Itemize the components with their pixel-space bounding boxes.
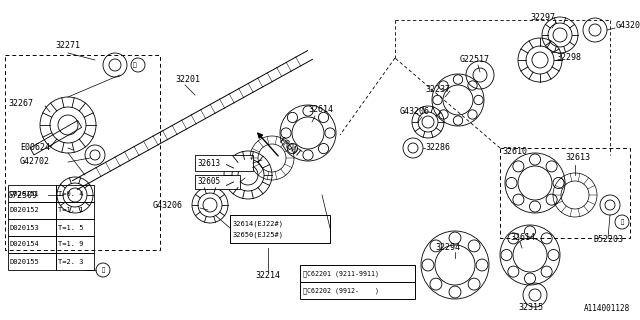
Circle shape <box>615 215 629 229</box>
Text: A114001128: A114001128 <box>584 304 630 313</box>
Text: 32613: 32613 <box>565 154 590 163</box>
Bar <box>195 175 240 189</box>
Text: ①C62201 (9211-9911): ①C62201 (9211-9911) <box>303 271 379 277</box>
Text: 32614(EJ22#): 32614(EJ22#) <box>233 221 284 227</box>
Text: 32610: 32610 <box>502 148 527 156</box>
Bar <box>230 215 330 243</box>
Text: 32614: 32614 <box>308 106 333 115</box>
Text: G22517: G22517 <box>460 55 490 65</box>
Bar <box>56 253 94 270</box>
Bar <box>8 253 56 270</box>
Text: 32297: 32297 <box>530 13 555 22</box>
Text: 32214: 32214 <box>255 270 280 279</box>
Text: 32650(EJ25#): 32650(EJ25#) <box>233 232 284 238</box>
Text: 32286: 32286 <box>425 143 450 153</box>
Text: 32605: 32605 <box>197 178 220 187</box>
Text: G72509: G72509 <box>8 190 38 199</box>
Text: T=1. 1: T=1. 1 <box>58 207 83 213</box>
Text: FRONT: FRONT <box>277 137 302 159</box>
Text: G43206: G43206 <box>616 20 640 29</box>
Bar <box>5 55 160 250</box>
Circle shape <box>96 263 110 277</box>
Text: G43206: G43206 <box>400 108 430 116</box>
Bar <box>30 121 82 155</box>
Bar <box>56 219 94 236</box>
Text: 32298: 32298 <box>556 53 581 62</box>
Text: D020152: D020152 <box>10 207 40 213</box>
Bar <box>195 155 253 171</box>
Text: D020151: D020151 <box>10 190 40 196</box>
Text: D020154: D020154 <box>10 242 40 247</box>
Text: 32201: 32201 <box>175 76 200 84</box>
Text: 32614: 32614 <box>510 234 535 243</box>
Text: 32613: 32613 <box>197 158 220 167</box>
Text: ②C62202 (9912-    ): ②C62202 (9912- ) <box>303 288 379 294</box>
Bar <box>56 236 94 253</box>
Text: ②: ② <box>620 219 623 225</box>
Text: T=0. 4: T=0. 4 <box>58 190 83 196</box>
Bar <box>8 202 56 219</box>
Bar <box>56 185 94 202</box>
Bar <box>500 148 630 238</box>
Text: ①: ① <box>101 267 104 273</box>
Text: D020153: D020153 <box>10 225 40 230</box>
Text: G42702: G42702 <box>20 157 50 166</box>
Text: 32271: 32271 <box>56 42 81 51</box>
Bar <box>300 265 415 282</box>
Text: D020155: D020155 <box>10 259 40 265</box>
Text: G43206: G43206 <box>153 201 183 210</box>
Text: D52203: D52203 <box>593 236 623 244</box>
Text: T=1. 5: T=1. 5 <box>58 225 83 230</box>
Bar <box>56 202 94 219</box>
Text: ①: ① <box>133 62 137 68</box>
Text: 32237: 32237 <box>425 85 450 94</box>
Bar <box>300 282 415 299</box>
Text: 32267: 32267 <box>8 99 33 108</box>
Text: E00624: E00624 <box>20 143 50 153</box>
Text: 32315: 32315 <box>518 303 543 313</box>
Bar <box>8 236 56 253</box>
Bar <box>8 185 56 202</box>
Text: T=2. 3: T=2. 3 <box>58 259 83 265</box>
Bar <box>8 219 56 236</box>
Text: T=1. 9: T=1. 9 <box>58 242 83 247</box>
Text: 32294: 32294 <box>435 244 460 252</box>
